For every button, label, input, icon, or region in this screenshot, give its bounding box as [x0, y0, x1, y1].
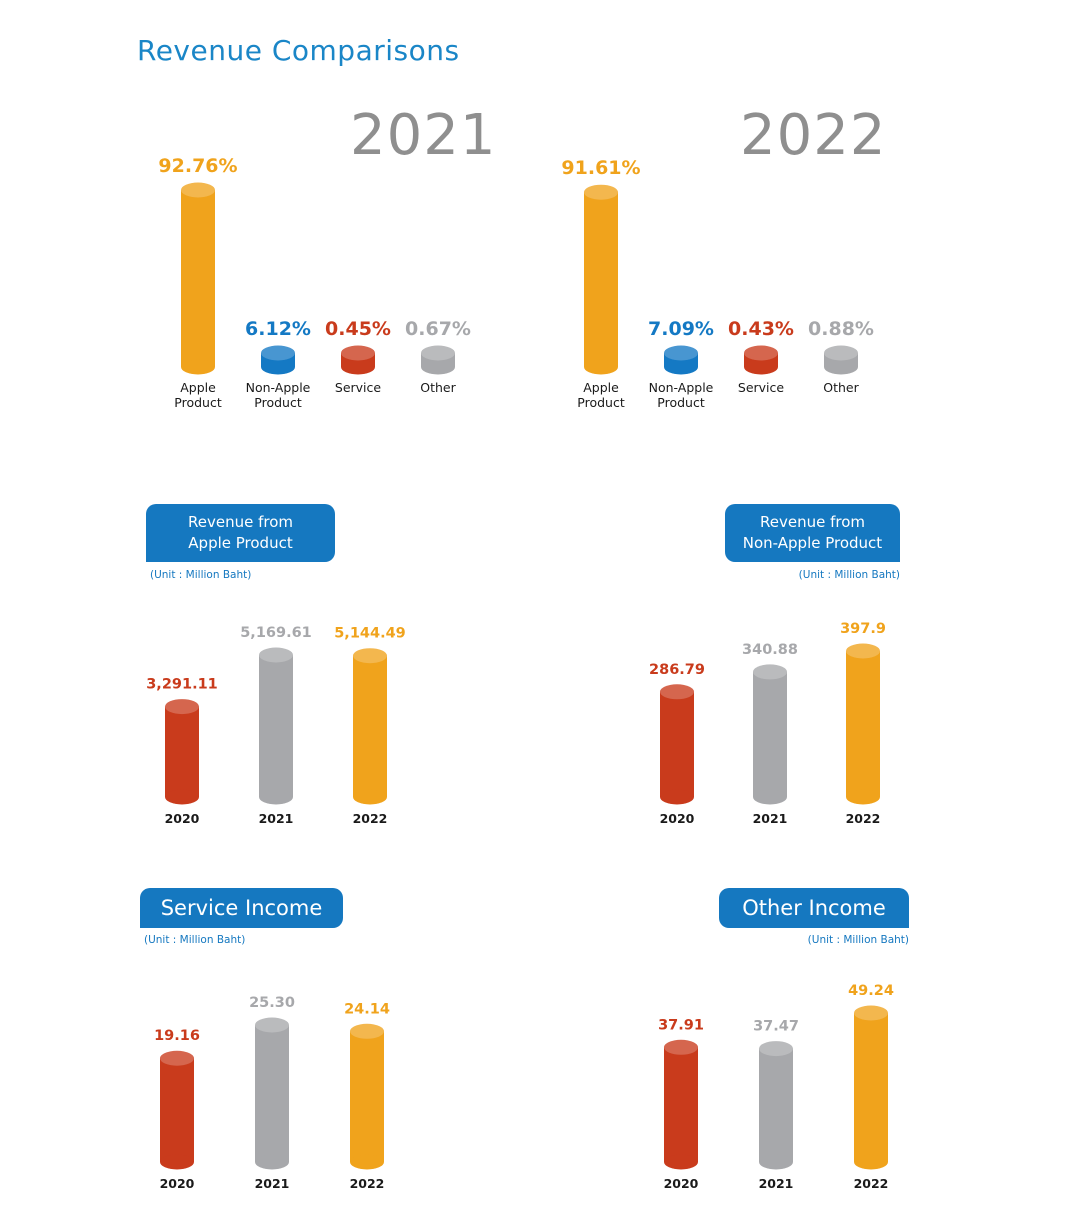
bar-share-2022-0	[584, 184, 618, 375]
bar-share-2021-1	[261, 345, 295, 375]
bar-other-income-0	[664, 1039, 698, 1170]
value-label-share-2022-2: 0.43%	[728, 318, 794, 340]
heading-other-income: Other Income	[719, 888, 909, 928]
bar-share-2021-0	[181, 182, 215, 375]
bar-other-income-2	[854, 1005, 888, 1170]
unit-service-income: (Unit : Million Baht)	[144, 934, 246, 946]
unit-revenue-apple: (Unit : Million Baht)	[150, 569, 252, 581]
bar-share-2021-2	[341, 345, 375, 375]
value-label-share-2021-3: 0.67%	[405, 318, 471, 340]
category-label-service-income-2-0: 2022	[350, 1176, 385, 1191]
heading-revenue-apple-line1: Revenue from	[188, 513, 293, 531]
bar-apple-product-1	[259, 647, 293, 805]
category-label-share-2022-1-1: Product	[657, 395, 705, 410]
chart-share-2022: 91.61%AppleProduct7.09%Non-AppleProduct0…	[561, 157, 874, 410]
bar-other-income-1	[759, 1041, 793, 1170]
bar-non-apple-product-2	[846, 643, 880, 805]
value-label-non-apple-product-2: 397.9	[840, 621, 886, 637]
value-label-service-income-1: 25.30	[249, 995, 295, 1011]
chart-share-2021: 92.76%AppleProduct6.12%Non-AppleProduct0…	[158, 155, 471, 410]
value-label-share-2022-3: 0.88%	[808, 318, 874, 340]
unit-other-income: (Unit : Million Baht)	[807, 934, 909, 946]
bar-non-apple-product-1	[753, 664, 787, 805]
bar-share-2021-3	[421, 345, 455, 375]
heading-revenue-non-apple-line2: Non-Apple Product	[742, 534, 883, 552]
category-label-non-apple-product-0-0: 2020	[660, 811, 695, 826]
category-label-share-2022-0-1: Product	[577, 395, 625, 410]
chart-service-income: 19.16 2020 25.30 2021 24.14 2022	[154, 995, 390, 1191]
category-label-other-income-0-0: 2020	[664, 1176, 699, 1191]
heading-revenue-apple-line2: Apple Product	[188, 534, 293, 552]
value-label-share-2021-1: 6.12%	[245, 318, 311, 340]
value-label-service-income-0: 19.16	[154, 1028, 200, 1044]
chart-apple-product: 3,291.11 2020 5,169.61 2021 5,144.49 2022	[146, 625, 406, 826]
category-label-share-2022-3-0: Other	[823, 380, 859, 395]
bar-apple-product-0	[165, 699, 199, 805]
heading-revenue-non-apple: Revenue from Non-Apple Product	[725, 504, 900, 562]
category-label-share-2022-2-0: Service	[738, 380, 785, 395]
category-label-apple-product-1-0: 2021	[259, 811, 294, 826]
category-label-apple-product-0-0: 2020	[165, 811, 200, 826]
year-label-2021: 2021	[350, 103, 497, 168]
value-label-share-2021-0: 92.76%	[158, 155, 237, 177]
value-label-apple-product-0: 3,291.11	[146, 677, 218, 693]
value-label-share-2022-0: 91.61%	[561, 157, 640, 179]
page-title: Revenue Comparisons	[137, 34, 460, 67]
value-label-apple-product-1: 5,169.61	[240, 625, 312, 641]
chart-other-income: 37.91 2020 37.47 2021 49.24 2022	[658, 983, 894, 1191]
category-label-share-2022-1-0: Non-Apple	[649, 380, 714, 395]
heading-revenue-apple: Revenue from Apple Product	[146, 504, 335, 562]
value-label-other-income-1: 37.47	[753, 1019, 799, 1035]
value-label-service-income-2: 24.14	[344, 1001, 390, 1017]
heading-service-income: Service Income	[140, 888, 343, 928]
category-label-non-apple-product-1-0: 2021	[753, 811, 788, 826]
bar-non-apple-product-0	[660, 684, 694, 805]
value-label-other-income-2: 49.24	[848, 983, 894, 999]
category-label-share-2021-1-0: Non-Apple	[246, 380, 311, 395]
bar-share-2022-2	[744, 345, 778, 375]
year-label-2022: 2022	[740, 103, 887, 168]
bar-apple-product-2	[353, 648, 387, 805]
category-label-service-income-1-0: 2021	[255, 1176, 290, 1191]
bar-share-2022-1	[664, 345, 698, 375]
category-label-service-income-0-0: 2020	[160, 1176, 195, 1191]
bar-service-income-1	[255, 1017, 289, 1170]
category-label-share-2021-2-0: Service	[335, 380, 382, 395]
chart-non-apple-product: 286.79 2020 340.88 2021 397.9 2022	[649, 621, 886, 826]
category-label-share-2021-0-1: Product	[174, 395, 222, 410]
bar-share-2022-3	[824, 345, 858, 375]
category-label-share-2022-0-0: Apple	[583, 380, 619, 395]
bar-service-income-0	[160, 1050, 194, 1170]
category-label-other-income-1-0: 2021	[759, 1176, 794, 1191]
unit-revenue-non-apple: (Unit : Million Baht)	[798, 569, 900, 581]
value-label-apple-product-2: 5,144.49	[334, 626, 406, 642]
value-label-other-income-0: 37.91	[658, 1017, 704, 1033]
value-label-share-2022-1: 7.09%	[648, 318, 714, 340]
value-label-non-apple-product-0: 286.79	[649, 662, 705, 678]
category-label-other-income-2-0: 2022	[854, 1176, 889, 1191]
value-label-non-apple-product-1: 340.88	[742, 642, 798, 658]
category-label-share-2021-3-0: Other	[420, 380, 456, 395]
bar-service-income-2	[350, 1023, 384, 1170]
category-label-apple-product-2-0: 2022	[353, 811, 388, 826]
category-label-share-2021-0-0: Apple	[180, 380, 216, 395]
value-label-share-2021-2: 0.45%	[325, 318, 391, 340]
heading-revenue-non-apple-line1: Revenue from	[760, 513, 865, 531]
category-label-share-2021-1-1: Product	[254, 395, 302, 410]
category-label-non-apple-product-2-0: 2022	[846, 811, 881, 826]
